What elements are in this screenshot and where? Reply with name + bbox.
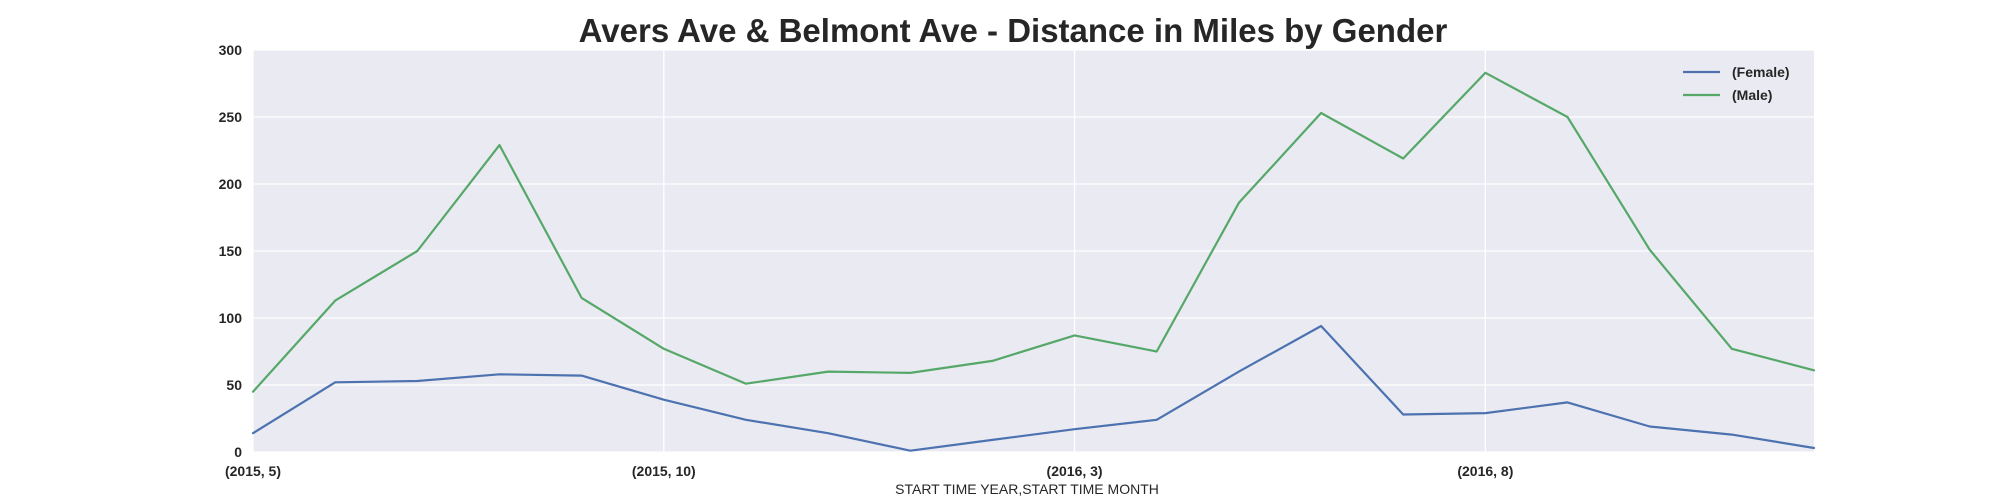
- y-tick-label: 100: [219, 310, 243, 326]
- chart-title: Avers Ave & Belmont Ave - Distance in Mi…: [579, 12, 1448, 49]
- grid-lines: [252, 49, 1814, 453]
- y-axis-ticks: 0 50 100 150 200 250 300: [219, 42, 243, 460]
- series-line-female: [251, 324, 1816, 452]
- x-tick-label: (2016, 3): [1047, 463, 1103, 479]
- y-tick-label: 0: [234, 444, 242, 460]
- legend-label: (Female): [1732, 64, 1790, 80]
- y-tick-label: 300: [219, 42, 243, 58]
- y-tick-label: 200: [219, 176, 243, 192]
- legend: (Female) (Male): [1683, 64, 1790, 103]
- y-tick-label: 150: [219, 243, 243, 259]
- x-tick-label: (2015, 10): [632, 463, 696, 479]
- y-tick-label: 250: [219, 109, 243, 125]
- series-line-male: [251, 71, 1816, 393]
- y-tick-label: 50: [226, 377, 242, 393]
- x-axis-ticks: (2015, 5) (2015, 10) (2016, 3) (2016, 8): [225, 463, 1513, 479]
- x-tick-label: (2016, 8): [1457, 463, 1513, 479]
- x-axis-label: START TIME YEAR,START TIME MONTH: [895, 481, 1159, 497]
- series-lines: [251, 71, 1816, 452]
- legend-label: (Male): [1732, 87, 1772, 103]
- x-tick-label: (2015, 5): [225, 463, 281, 479]
